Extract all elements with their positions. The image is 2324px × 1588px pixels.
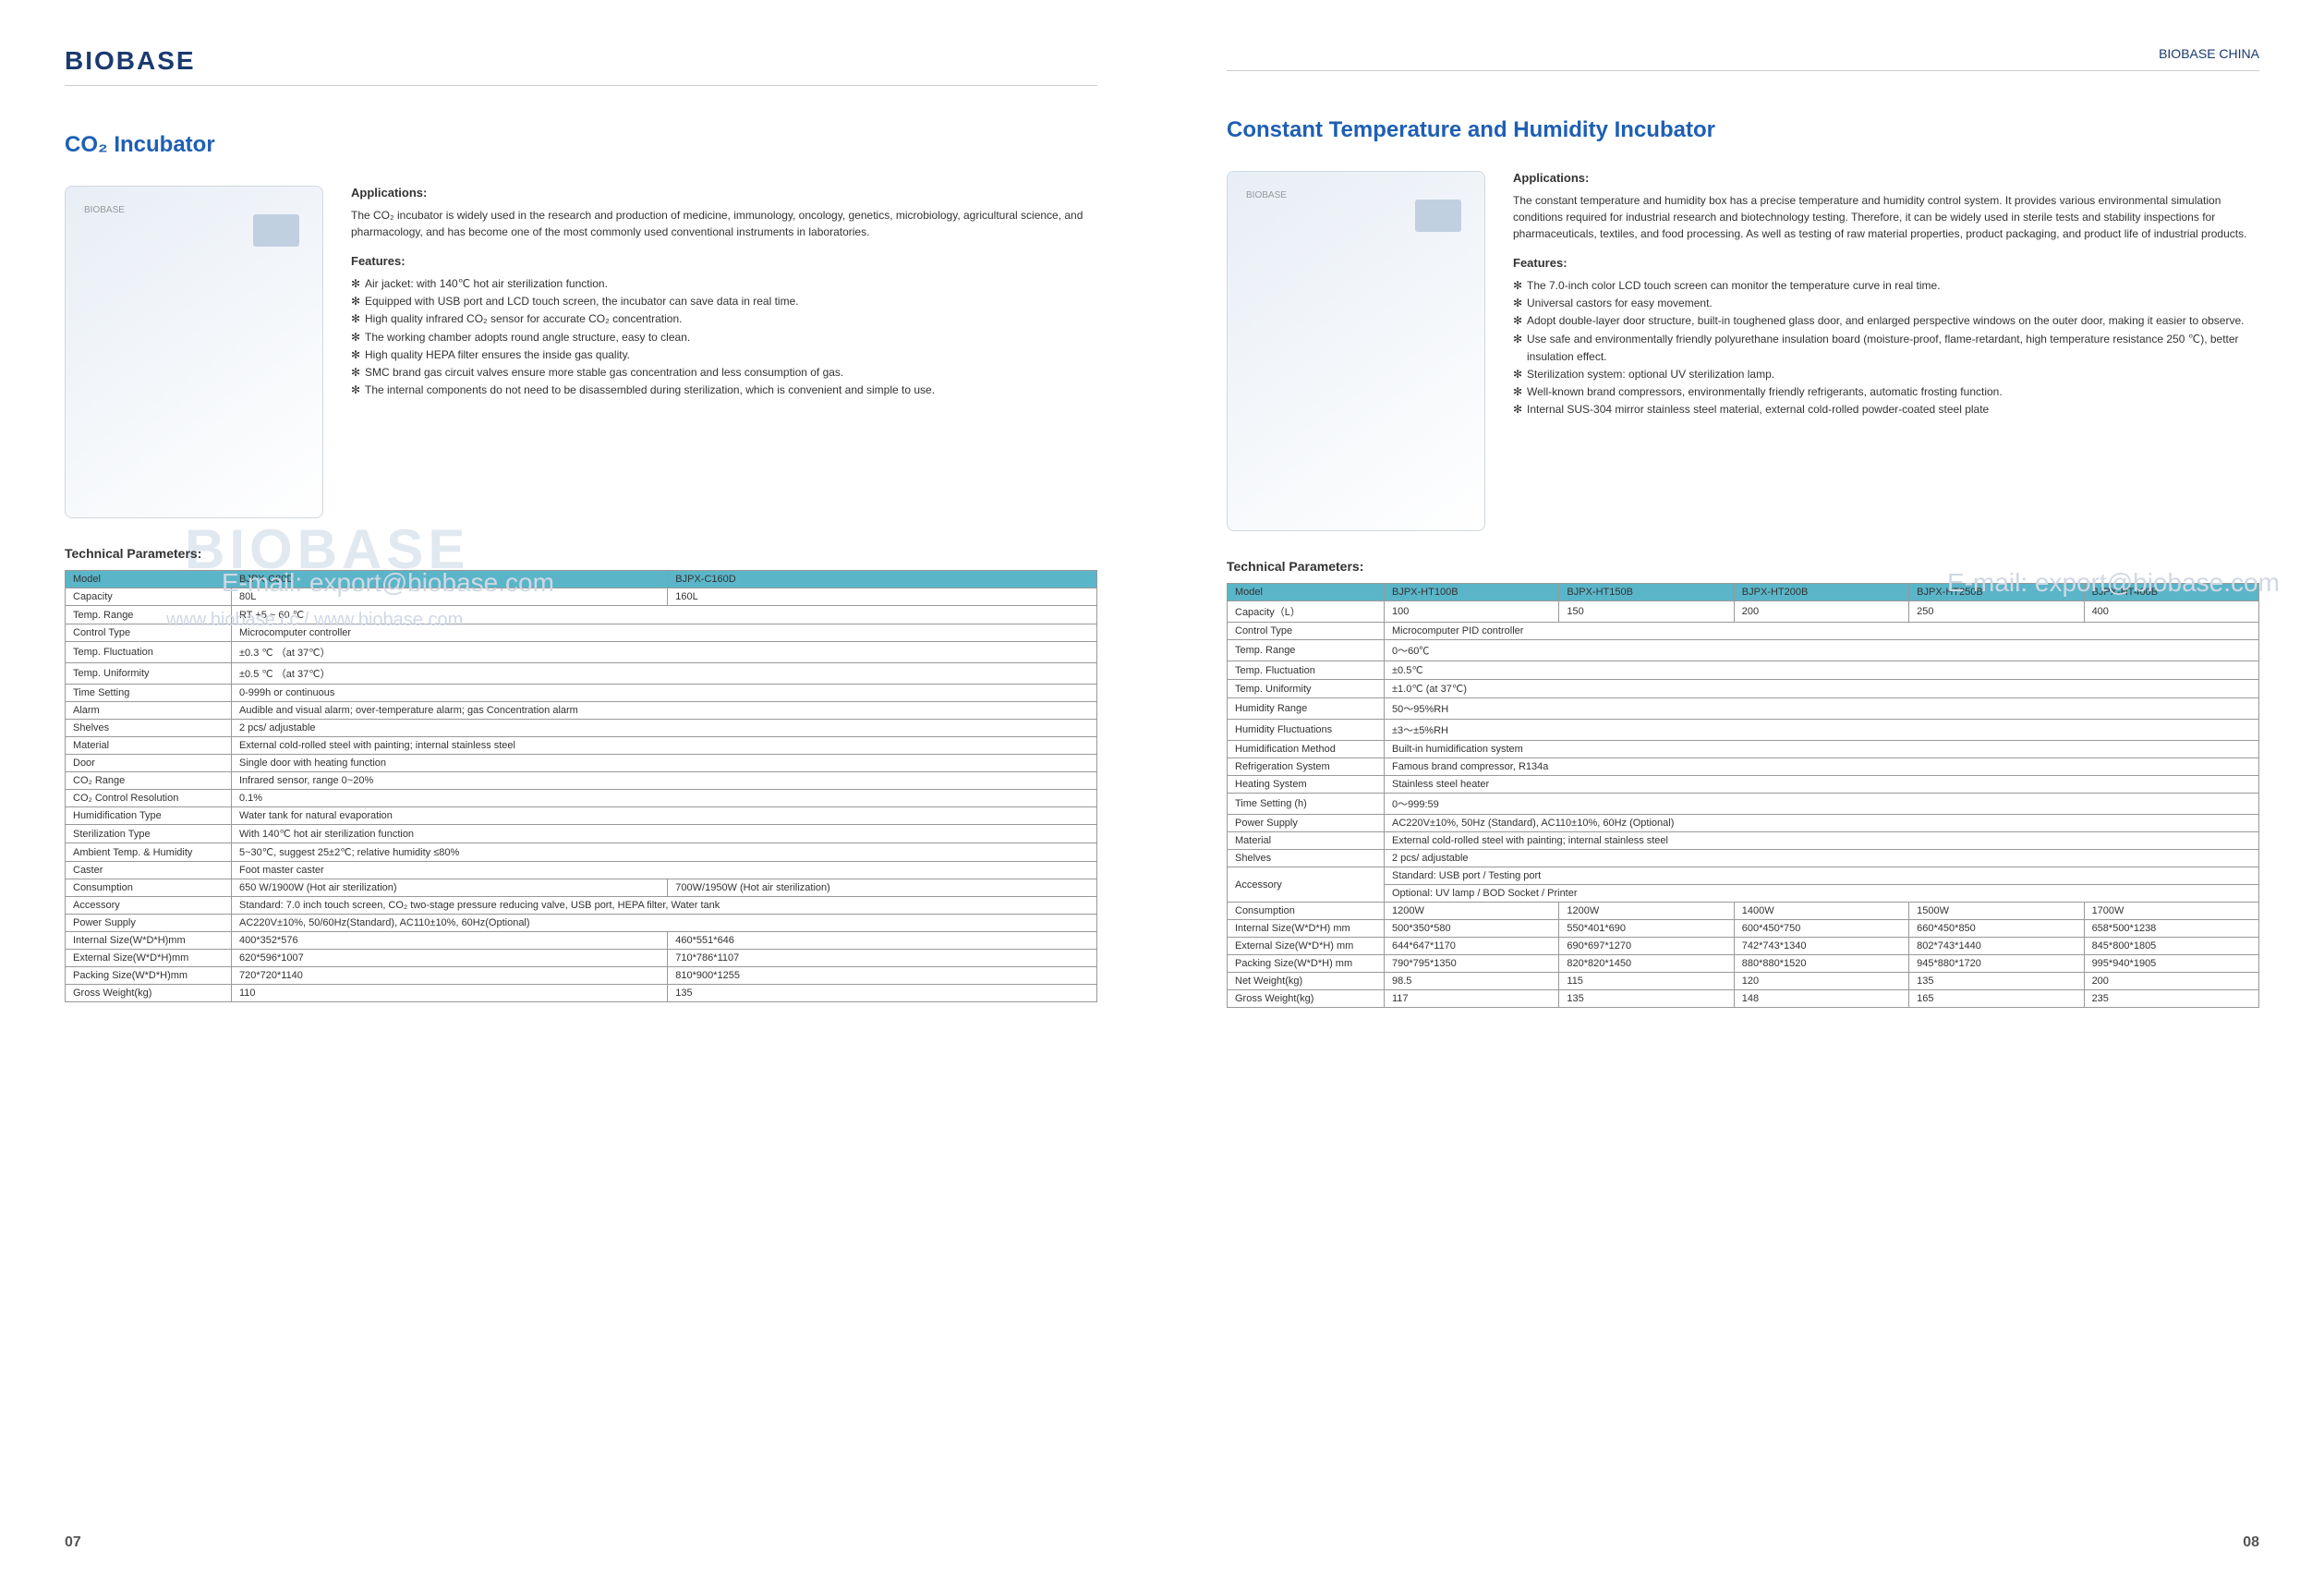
table-row: Refrigeration SystemFamous brand compres… [1228, 758, 2259, 776]
page-header: BIOBASE [65, 46, 1097, 86]
product-title: CO₂ Incubator [65, 132, 1097, 158]
tech-params-label: Technical Parameters: [1227, 559, 2259, 574]
table-row: External Size(W*D*H) mm644*647*1170690*6… [1228, 938, 2259, 955]
features-list: The 7.0-inch color LCD touch screen can … [1513, 277, 2259, 419]
table-row: Time Setting0-999h or continuous [66, 685, 1097, 702]
feature-item: The working chamber adopts round angle s… [351, 329, 1097, 346]
table-row: Temp. Uniformity±1.0℃ (at 37℃) [1228, 680, 2259, 698]
table-row: Control TypeMicrocomputer controller [66, 624, 1097, 642]
brand-right: BIOBASE CHINA [2159, 46, 2259, 61]
table-row: Heating SystemStainless steel heater [1228, 776, 2259, 794]
table-row: Packing Size(W*D*H) mm790*795*1350820*82… [1228, 955, 2259, 973]
table-row: Temp. Range0～60℃ [1228, 640, 2259, 661]
features-label: Features: [351, 254, 1097, 268]
product-title: Constant Temperature and Humidity Incuba… [1227, 117, 2259, 143]
table-row: Humidity Range50～95%RH [1228, 698, 2259, 720]
page-header: BIOBASE CHINA [1227, 46, 2259, 71]
feature-item: Well-known brand compressors, environmen… [1513, 383, 2259, 401]
tech-params-label: Technical Parameters: [65, 546, 1097, 561]
table-row: Net Weight(kg)98.5115120135200 [1228, 973, 2259, 990]
table-row: Internal Size(W*D*H) mm500*350*580550*40… [1228, 920, 2259, 938]
table-row: Time Setting (h)0～999:59 [1228, 794, 2259, 815]
feature-item: Sterilization system: optional UV steril… [1513, 366, 2259, 383]
table-row: Sterilization TypeWith 140℃ hot air ster… [66, 825, 1097, 843]
table-row: Consumption650 W/1900W (Hot air steriliz… [66, 879, 1097, 897]
feature-item: Equipped with USB port and LCD touch scr… [351, 293, 1097, 310]
feature-item: Air jacket: with 140℃ hot air sterilizat… [351, 275, 1097, 293]
table-row: Shelves2 pcs/ adjustable [66, 720, 1097, 737]
table-row: ModelBJPX-HT100BBJPX-HT150BBJPX-HT200BBJ… [1228, 584, 2259, 601]
tech-params-table: ModelBJPX-HT100BBJPX-HT150BBJPX-HT200BBJ… [1227, 583, 2259, 1008]
logo: BIOBASE [65, 46, 196, 76]
product-image [65, 186, 323, 518]
tech-params-table: ModelBJPX-C80DBJPX-C160DCapacity80L160LT… [65, 570, 1097, 1002]
table-row: CO₂ RangeInfrared sensor, range 0~20% [66, 772, 1097, 790]
feature-item: High quality HEPA filter ensures the ins… [351, 346, 1097, 364]
product-image [1227, 171, 1485, 531]
table-row: Gross Weight(kg)110135 [66, 985, 1097, 1002]
table-row: Humidification TypeWater tank for natura… [66, 807, 1097, 825]
table-row: Humidification MethodBuilt-in humidifica… [1228, 741, 2259, 758]
table-row: Temp. Uniformity±0.5 ℃ （at 37℃） [66, 663, 1097, 685]
table-row: Internal Size(W*D*H)mm400*352*576460*551… [66, 932, 1097, 950]
feature-item: Universal castors for easy movement. [1513, 295, 2259, 312]
table-row: MaterialExternal cold-rolled steel with … [1228, 832, 2259, 850]
table-row: ModelBJPX-C80DBJPX-C160D [66, 571, 1097, 588]
feature-item: Use safe and environmentally friendly po… [1513, 331, 2259, 366]
table-row: CO₂ Control Resolution0.1% [66, 790, 1097, 807]
applications-text: The CO₂ incubator is widely used in the … [351, 207, 1097, 240]
table-row: AccessoryStandard: USB port / Testing po… [1228, 867, 2259, 885]
applications-label: Applications: [351, 186, 1097, 200]
table-row: Power SupplyAC220V±10%, 50Hz (Standard),… [1228, 815, 2259, 832]
page-number: 07 [65, 1534, 81, 1551]
feature-item: High quality infrared CO₂ sensor for acc… [351, 310, 1097, 328]
table-row: CasterFoot master caster [66, 862, 1097, 879]
table-row: Capacity80L160L [66, 588, 1097, 606]
table-row: Humidity Fluctuations±3～±5%RH [1228, 720, 2259, 741]
table-row: External Size(W*D*H)mm620*596*1007710*78… [66, 950, 1097, 967]
table-row: DoorSingle door with heating function [66, 755, 1097, 772]
applications-label: Applications: [1513, 171, 2259, 185]
table-row: Temp. Fluctuation±0.5℃ [1228, 661, 2259, 680]
feature-item: SMC brand gas circuit valves ensure more… [351, 364, 1097, 382]
table-row: Temp. RangeRT +5 ~ 60 ℃ [66, 606, 1097, 624]
features-label: Features: [1513, 256, 2259, 270]
feature-item: The internal components do not need to b… [351, 382, 1097, 399]
feature-item: The 7.0-inch color LCD touch screen can … [1513, 277, 2259, 295]
table-row: Capacity（L）100150200250400 [1228, 601, 2259, 623]
feature-item: Internal SUS-304 mirror stainless steel … [1513, 401, 2259, 418]
page-number: 08 [2243, 1534, 2259, 1551]
table-row: Temp. Fluctuation±0.3 ℃ （at 37℃） [66, 642, 1097, 663]
table-row: MaterialExternal cold-rolled steel with … [66, 737, 1097, 755]
table-row: Packing Size(W*D*H)mm720*720*1140810*900… [66, 967, 1097, 985]
applications-text: The constant temperature and humidity bo… [1513, 192, 2259, 242]
table-row: AccessoryStandard: 7.0 inch touch screen… [66, 897, 1097, 915]
table-row: AlarmAudible and visual alarm; over-temp… [66, 702, 1097, 720]
table-row: Power SupplyAC220V±10%, 50/60Hz(Standard… [66, 915, 1097, 932]
table-row: Shelves2 pcs/ adjustable [1228, 850, 2259, 867]
table-row: Control TypeMicrocomputer PID controller [1228, 623, 2259, 640]
feature-item: Adopt double-layer door structure, built… [1513, 312, 2259, 330]
table-row: Gross Weight(kg)117135148165235 [1228, 990, 2259, 1008]
table-row: Consumption1200W1200W1400W1500W1700W [1228, 903, 2259, 920]
features-list: Air jacket: with 140℃ hot air sterilizat… [351, 275, 1097, 399]
table-row: Ambient Temp. & Humidity5~30℃, suggest 2… [66, 843, 1097, 862]
